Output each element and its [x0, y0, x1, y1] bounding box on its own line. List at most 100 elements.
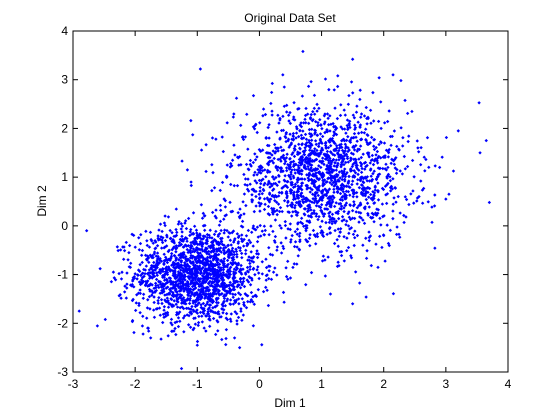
data-point — [236, 261, 241, 265]
data-point — [273, 266, 277, 270]
data-point — [350, 208, 355, 213]
data-point — [163, 238, 168, 243]
data-point — [326, 171, 331, 175]
data-point — [291, 197, 296, 202]
data-point — [281, 148, 286, 152]
data-point — [345, 118, 350, 122]
data-point — [359, 137, 364, 142]
data-point — [356, 178, 360, 182]
data-point — [310, 127, 314, 131]
data-point — [232, 287, 237, 292]
data-point — [336, 173, 340, 177]
data-point — [238, 248, 242, 253]
data-point — [164, 277, 169, 282]
data-point — [384, 148, 389, 152]
data-point — [148, 307, 152, 311]
data-point — [290, 188, 294, 193]
data-point — [204, 314, 208, 318]
data-point — [187, 277, 192, 281]
data-point — [221, 149, 225, 154]
data-point — [273, 181, 278, 186]
data-point — [301, 49, 305, 54]
data-point — [288, 160, 293, 165]
data-point — [410, 158, 415, 163]
data-point — [339, 138, 344, 143]
data-point — [133, 308, 138, 313]
data-point — [352, 243, 356, 248]
data-point — [271, 188, 275, 192]
data-point — [167, 291, 172, 295]
data-point — [433, 193, 437, 197]
data-point — [155, 251, 160, 255]
data-point — [231, 115, 236, 119]
data-point — [181, 296, 186, 300]
data-point — [147, 287, 152, 292]
data-point — [137, 269, 142, 274]
data-point — [173, 320, 177, 325]
data-point — [256, 271, 261, 275]
data-point — [208, 256, 212, 260]
data-point — [183, 257, 188, 261]
data-point — [216, 242, 221, 246]
data-point — [180, 238, 185, 243]
data-point — [153, 268, 157, 272]
data-point — [227, 255, 231, 259]
data-point — [356, 120, 360, 124]
data-point — [224, 311, 229, 316]
data-point — [311, 197, 315, 201]
data-point — [156, 261, 161, 265]
data-point — [168, 228, 172, 233]
data-point — [224, 245, 228, 250]
data-point — [371, 212, 376, 217]
data-point — [186, 250, 190, 255]
data-point — [239, 272, 244, 276]
data-point — [204, 250, 209, 255]
data-point — [260, 191, 264, 196]
data-point — [296, 200, 301, 204]
data-point — [242, 284, 247, 289]
data-point — [374, 177, 379, 182]
data-point — [203, 303, 208, 308]
data-point — [268, 185, 272, 189]
data-point — [158, 291, 162, 295]
data-point — [225, 291, 229, 296]
data-point — [261, 177, 265, 181]
data-point — [282, 85, 286, 89]
data-point — [320, 146, 324, 150]
data-point — [253, 179, 257, 183]
data-point — [202, 228, 207, 232]
data-point — [272, 207, 276, 211]
data-point — [241, 137, 246, 142]
data-point — [284, 156, 289, 160]
data-point — [323, 120, 327, 124]
data-point — [165, 280, 170, 285]
data-point — [217, 312, 221, 316]
data-point — [239, 251, 244, 256]
data-point — [342, 162, 346, 167]
data-point — [394, 171, 399, 175]
data-point — [262, 197, 267, 201]
data-point — [153, 289, 157, 294]
data-point — [244, 293, 249, 297]
data-point — [132, 276, 137, 280]
data-point — [275, 212, 279, 217]
data-point — [133, 272, 137, 276]
data-point — [407, 134, 411, 138]
data-point — [183, 298, 187, 303]
data-point — [345, 156, 350, 161]
data-point — [319, 230, 323, 235]
data-point — [270, 253, 275, 257]
data-point — [313, 139, 318, 143]
data-point — [372, 220, 376, 224]
data-point — [143, 271, 147, 276]
data-point — [314, 242, 318, 246]
data-point — [328, 140, 332, 144]
data-point — [168, 236, 173, 240]
data-point — [285, 168, 289, 173]
data-point — [355, 182, 359, 186]
data-point — [299, 133, 304, 137]
data-point — [367, 151, 371, 155]
data-point — [309, 152, 313, 156]
data-point — [327, 168, 331, 172]
data-point — [251, 224, 256, 228]
